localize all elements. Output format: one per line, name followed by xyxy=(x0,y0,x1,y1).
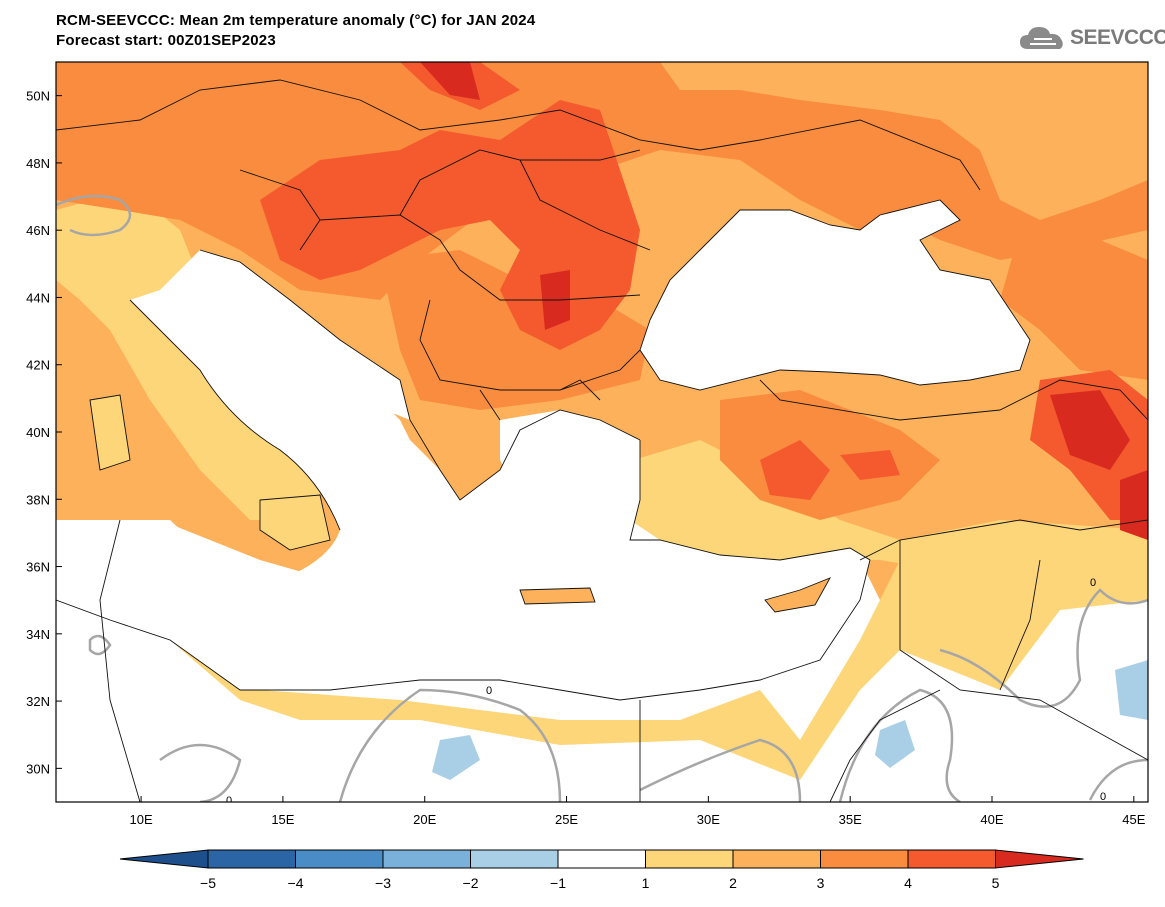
lat-tick-label: 48N xyxy=(26,156,50,171)
map-title: RCM-SEEVCCC: Mean 2m temperature anomaly… xyxy=(56,12,536,29)
colorbar-label: −2 xyxy=(463,875,479,891)
lat-tick-label: 44N xyxy=(26,290,50,305)
colorbar-segment xyxy=(470,849,559,869)
adriatic-sea xyxy=(200,250,410,420)
contour-syria-iraq xyxy=(939,588,1148,708)
mediterranean-sea xyxy=(56,250,870,802)
colorbar-segment xyxy=(820,849,909,869)
anomaly-3-4-caucasus xyxy=(1000,230,1148,380)
lon-tick-label: 25E xyxy=(555,812,578,827)
colorbar-label: 3 xyxy=(817,875,825,891)
colorbar-label: −1 xyxy=(550,875,566,891)
border-north xyxy=(56,79,981,191)
lat-tick-label: 30N xyxy=(26,761,50,776)
map-plot-area: 0 0 0 0 xyxy=(56,62,1148,807)
cloud-icon xyxy=(1020,27,1063,49)
border-south xyxy=(99,519,1148,802)
contour-libya-west xyxy=(159,743,242,802)
contour-tunisia xyxy=(88,634,112,656)
coast-south xyxy=(56,440,871,701)
crete-island xyxy=(520,588,595,604)
anomaly-negative-iraq xyxy=(1115,660,1148,720)
colorbar-label: −3 xyxy=(375,875,391,891)
lat-tick-label: 38N xyxy=(26,492,50,507)
lat-tick-label: 42N xyxy=(26,358,50,373)
borders xyxy=(56,79,1148,802)
lat-tick-label: 34N xyxy=(26,627,50,642)
anomaly-gt5-armenia xyxy=(1050,390,1130,470)
cyprus-island xyxy=(765,578,830,612)
colorbar-label: 5 xyxy=(992,875,1000,891)
coast-islands xyxy=(89,394,832,613)
contour-label-syria: 0 xyxy=(1090,577,1096,589)
aegean-sea xyxy=(500,410,640,560)
lat-tick-label: 32N xyxy=(26,694,50,709)
zero-contours xyxy=(56,194,1148,802)
colorbar-segment xyxy=(382,849,471,869)
coast-italy xyxy=(129,299,341,531)
colorbar: −5 −4 −3 −2 −1 1 2 3 4 5 xyxy=(119,849,1084,891)
anomaly-gt5-poland xyxy=(420,62,480,100)
anomaly-gt5-iran-border xyxy=(1120,470,1148,540)
colorbar-segment xyxy=(207,849,296,869)
anomaly-negative-jordan xyxy=(875,720,915,768)
lat-tick-label: 46N xyxy=(26,223,50,238)
sicily-island xyxy=(260,495,330,550)
border-caucasus xyxy=(759,379,1148,421)
seevccc-logo: SEEVCCC xyxy=(1018,20,1165,56)
forecast-start-subtitle: Forecast start: 00Z01SEP2023 xyxy=(56,32,276,49)
coast-black-sea xyxy=(639,199,1031,391)
lon-tick-label: 40E xyxy=(980,812,1003,827)
sardinia-island xyxy=(90,395,130,470)
latitude-axis: 50N 48N 46N 44N 42N 40N 38N 36N 34N 32N 30N xyxy=(26,89,62,776)
lat-tick-label: 36N xyxy=(26,560,50,575)
colorbar-segment xyxy=(645,849,734,869)
lat-tick-label: 50N xyxy=(26,89,50,104)
colorbar-label: −4 xyxy=(288,875,304,891)
colorbar-segment xyxy=(732,849,821,869)
contour-iraq-south xyxy=(1088,758,1148,801)
border-central xyxy=(239,149,651,421)
longitude-axis: 10E 15E 20E 25E 30E 35E 40E 45E xyxy=(130,796,1146,827)
contour-alps xyxy=(56,194,132,237)
colorbar-over-arrow xyxy=(995,849,1084,869)
colorbar-label: −5 xyxy=(200,875,216,891)
lon-tick-label: 45E xyxy=(1122,812,1145,827)
colorbar-segment xyxy=(295,849,384,869)
lon-tick-label: 10E xyxy=(130,812,153,827)
colorbar-segment xyxy=(907,849,996,869)
anomaly-4-5-anatolia-east xyxy=(840,450,900,480)
anomaly-3-4-balkans xyxy=(380,250,650,410)
colorbar-segment xyxy=(557,849,646,869)
anomaly-negative-libya xyxy=(432,735,480,780)
lon-tick-label: 35E xyxy=(839,812,862,827)
logo-text: SEEVCCC xyxy=(1070,26,1165,49)
contour-label-libya-west: 0 xyxy=(226,795,232,807)
coast-balkans xyxy=(199,249,641,501)
contour-jordan xyxy=(838,688,961,802)
contour-label-libya: 0 xyxy=(486,685,492,697)
black-sea xyxy=(640,200,1030,390)
colorbar-under-arrow xyxy=(119,849,209,869)
contour-label-iraq: 0 xyxy=(1100,791,1106,803)
lon-tick-label: 30E xyxy=(697,812,720,827)
colorbar-label: 2 xyxy=(729,875,737,891)
lat-tick-label: 40N xyxy=(26,425,50,440)
lon-tick-label: 20E xyxy=(413,812,436,827)
contour-egypt xyxy=(639,738,802,802)
anomaly-2-3-ukraine xyxy=(660,62,1148,220)
colorbar-label: 4 xyxy=(904,875,912,891)
anomaly-4-5-central-anatolia xyxy=(760,440,830,500)
lon-tick-label: 15E xyxy=(271,812,294,827)
contour-libya-east xyxy=(338,688,562,802)
anomaly-1-2-south xyxy=(56,520,1148,780)
colorbar-label: 1 xyxy=(642,875,650,891)
